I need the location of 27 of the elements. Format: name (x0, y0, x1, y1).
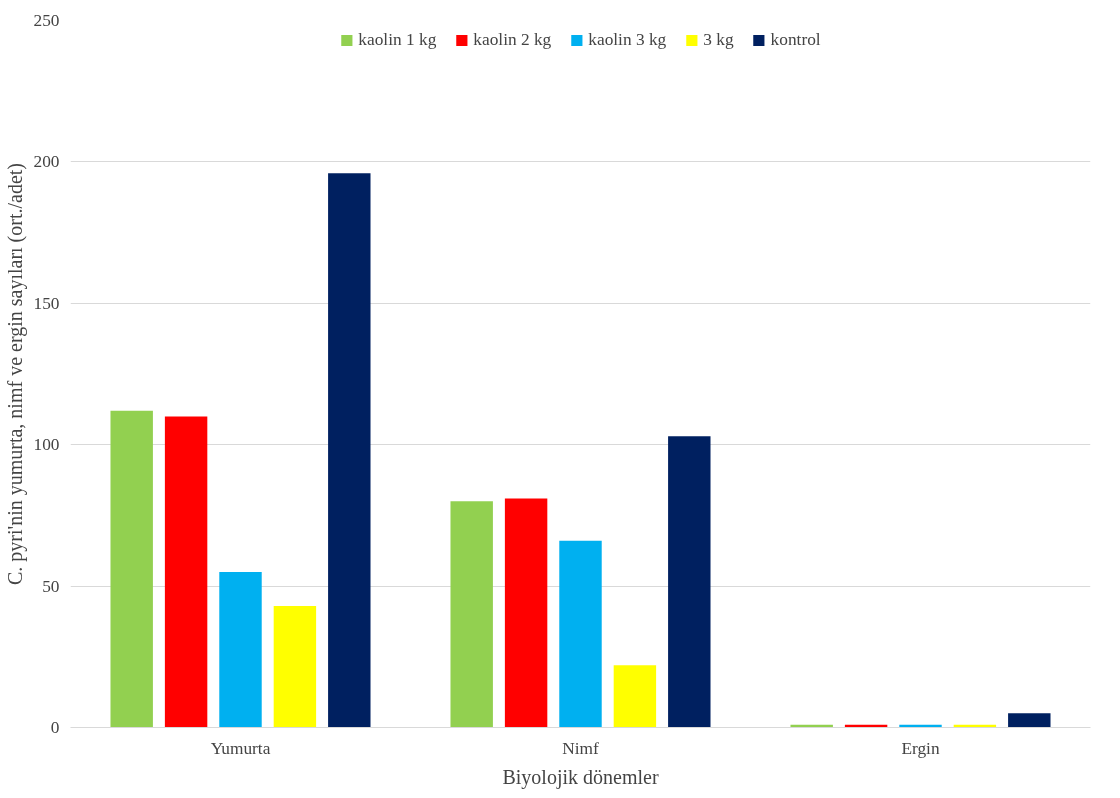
bar (559, 540, 602, 728)
y-tick-label: 250 (33, 11, 60, 30)
bar (273, 605, 317, 728)
bar (613, 665, 657, 728)
y-tick-label: 0 (50, 718, 60, 737)
bar (1008, 713, 1051, 728)
x-tick-label: Yumurta (210, 738, 271, 758)
legend-label: 3 kg (703, 30, 734, 50)
legend-label: kontrol (770, 30, 821, 50)
bar (328, 173, 371, 728)
bar (504, 498, 548, 728)
legend-label: kaolin 1 kg (358, 30, 437, 50)
legend-label: kaolin 3 kg (588, 30, 667, 50)
y-tick-label: 200 (33, 152, 60, 172)
legend-label: kaolin 2 kg (473, 30, 552, 50)
y-tick-label: 50 (42, 576, 60, 596)
x-tick-label: Nimf (562, 738, 600, 758)
x-tick-label: Ergin (901, 738, 940, 758)
y-tick-label: 100 (33, 435, 60, 455)
bar (110, 410, 153, 728)
bar (668, 436, 711, 728)
bar (164, 416, 208, 728)
y-tick-label: 150 (33, 293, 60, 313)
x-axis-title: Biyolojik dönemler (502, 765, 659, 789)
bar (450, 501, 493, 728)
bar (219, 571, 262, 728)
y-axis-title: C. pyri'nin yumurta, nimf ve ergin sayıları (ort./adet) (3, 162, 27, 586)
